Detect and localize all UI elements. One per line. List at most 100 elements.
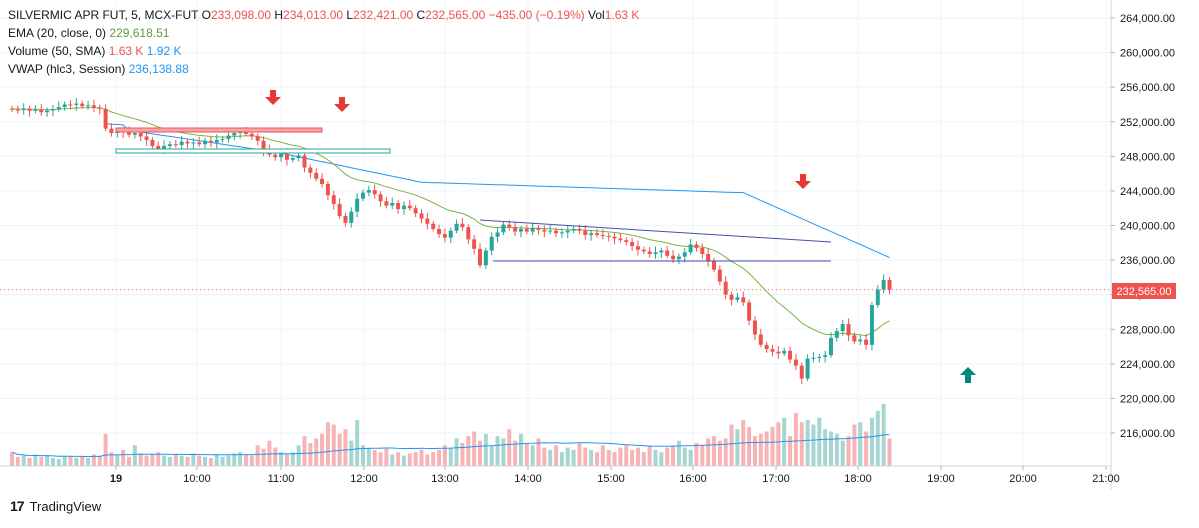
- arrow-down-icon[interactable]: [265, 90, 281, 105]
- candle-body: [150, 139, 155, 146]
- volume-bar: [390, 454, 395, 466]
- price-tick-label: 228,000.00: [1120, 324, 1175, 336]
- volume-bar: [817, 417, 822, 466]
- candle-body: [390, 203, 395, 206]
- candle-body: [747, 302, 752, 321]
- volume-bar: [834, 433, 839, 466]
- volume-bar: [437, 449, 442, 466]
- volume-bar: [214, 454, 219, 466]
- candle-body: [302, 155, 307, 168]
- volume-bar: [425, 454, 430, 466]
- volume-bar: [337, 433, 342, 466]
- vwap-path: [105, 123, 890, 258]
- candle-body: [284, 153, 289, 160]
- candle-body: [173, 144, 178, 146]
- candle-body: [132, 132, 137, 135]
- volume-bar: [793, 413, 798, 466]
- volume-bar: [62, 455, 67, 466]
- volume-bar: [80, 456, 85, 466]
- volume-bar: [431, 452, 436, 466]
- volume-bar: [776, 422, 781, 466]
- candle-body: [478, 248, 482, 266]
- current-price-tag: 232,565.00: [1112, 283, 1176, 299]
- candle-body: [840, 324, 845, 331]
- candle-body: [255, 136, 260, 141]
- volume-bar: [396, 452, 401, 466]
- candle-body: [483, 250, 488, 266]
- volume-bar: [320, 433, 325, 466]
- volume-bar: [823, 429, 828, 466]
- brand-footer[interactable]: 17 TradingView: [10, 498, 101, 514]
- open-value: 233,098.00: [210, 8, 271, 22]
- volume-bar: [197, 455, 202, 466]
- candle-body: [630, 241, 635, 247]
- volume-bar: [97, 455, 102, 466]
- volume-bar: [735, 429, 740, 466]
- volume-bar: [179, 455, 184, 466]
- candle-body: [361, 192, 365, 199]
- upper-trendline[interactable]: [479, 219, 832, 243]
- price-tick-label: 248,000.00: [1120, 151, 1175, 163]
- candle-body: [355, 198, 360, 212]
- volume-bar: [752, 436, 757, 466]
- arrow-up-icon[interactable]: [960, 367, 976, 383]
- candle-body: [472, 239, 477, 249]
- volume-bar: [829, 431, 833, 466]
- arrow-down-icon[interactable]: [334, 97, 350, 112]
- volume-sma-line: [11, 434, 890, 458]
- candle-body: [203, 140, 208, 145]
- volume-bar: [688, 449, 693, 466]
- candle-body: [244, 131, 248, 134]
- time-tick-label: 14:00: [514, 473, 542, 485]
- support-box[interactable]: [115, 148, 391, 154]
- volume-bar: [74, 457, 79, 466]
- volume-bar: [723, 438, 728, 466]
- candle-body: [764, 344, 769, 350]
- volume-bar: [150, 454, 155, 466]
- volume-bar: [144, 455, 149, 466]
- volume-bar: [361, 445, 365, 466]
- candle-body: [875, 289, 880, 306]
- price-tick-label: 252,000.00: [1120, 117, 1175, 129]
- volume-bar: [682, 447, 687, 466]
- candle-body: [507, 224, 512, 228]
- price-tick-label: 236,000.00: [1120, 255, 1175, 267]
- volume-bar: [290, 452, 295, 466]
- candle-body: [208, 140, 213, 143]
- vol-value: 1.63 K: [604, 8, 640, 22]
- vwap-value: 236,138.88: [128, 62, 189, 76]
- volume-bar: [10, 452, 14, 466]
- candles: [10, 97, 892, 385]
- candle-body: [127, 132, 131, 135]
- volume-bar: [308, 443, 313, 466]
- vwap-legend-row[interactable]: VWAP (hlc3, Session) 236,138.88: [8, 60, 639, 78]
- candle-body: [167, 144, 172, 146]
- candle-body: [624, 240, 629, 242]
- ema-legend-row[interactable]: EMA (20, close, 0) 229,618.51: [8, 24, 639, 42]
- candle-body: [577, 228, 582, 231]
- candle-body: [647, 251, 652, 255]
- arrow-down-icon[interactable]: [795, 174, 811, 189]
- volume-bar: [612, 452, 617, 466]
- candle-body: [542, 229, 547, 232]
- candle-body: [413, 208, 418, 214]
- volume-legend-row[interactable]: Volume (50, SMA) 1.63 K 1.92 K: [8, 42, 639, 60]
- volume-bar: [331, 424, 336, 466]
- time-tick-label: 19: [110, 473, 122, 485]
- volume-bar: [864, 431, 869, 466]
- resistance-box[interactable]: [115, 127, 323, 133]
- candle-body: [565, 230, 570, 233]
- candle-body: [799, 365, 804, 379]
- candle-body: [103, 108, 108, 129]
- candle-body: [138, 132, 143, 137]
- candle-body: [419, 213, 424, 219]
- symbol-title[interactable]: SILVERMIC APR FUT, 5, MCX-FUT: [8, 8, 199, 22]
- volume-bar: [478, 440, 482, 466]
- candle-body: [349, 211, 354, 223]
- candle-body: [712, 260, 716, 270]
- candle-body: [688, 244, 693, 253]
- candle-body: [343, 215, 348, 223]
- volume-bar: [706, 438, 711, 466]
